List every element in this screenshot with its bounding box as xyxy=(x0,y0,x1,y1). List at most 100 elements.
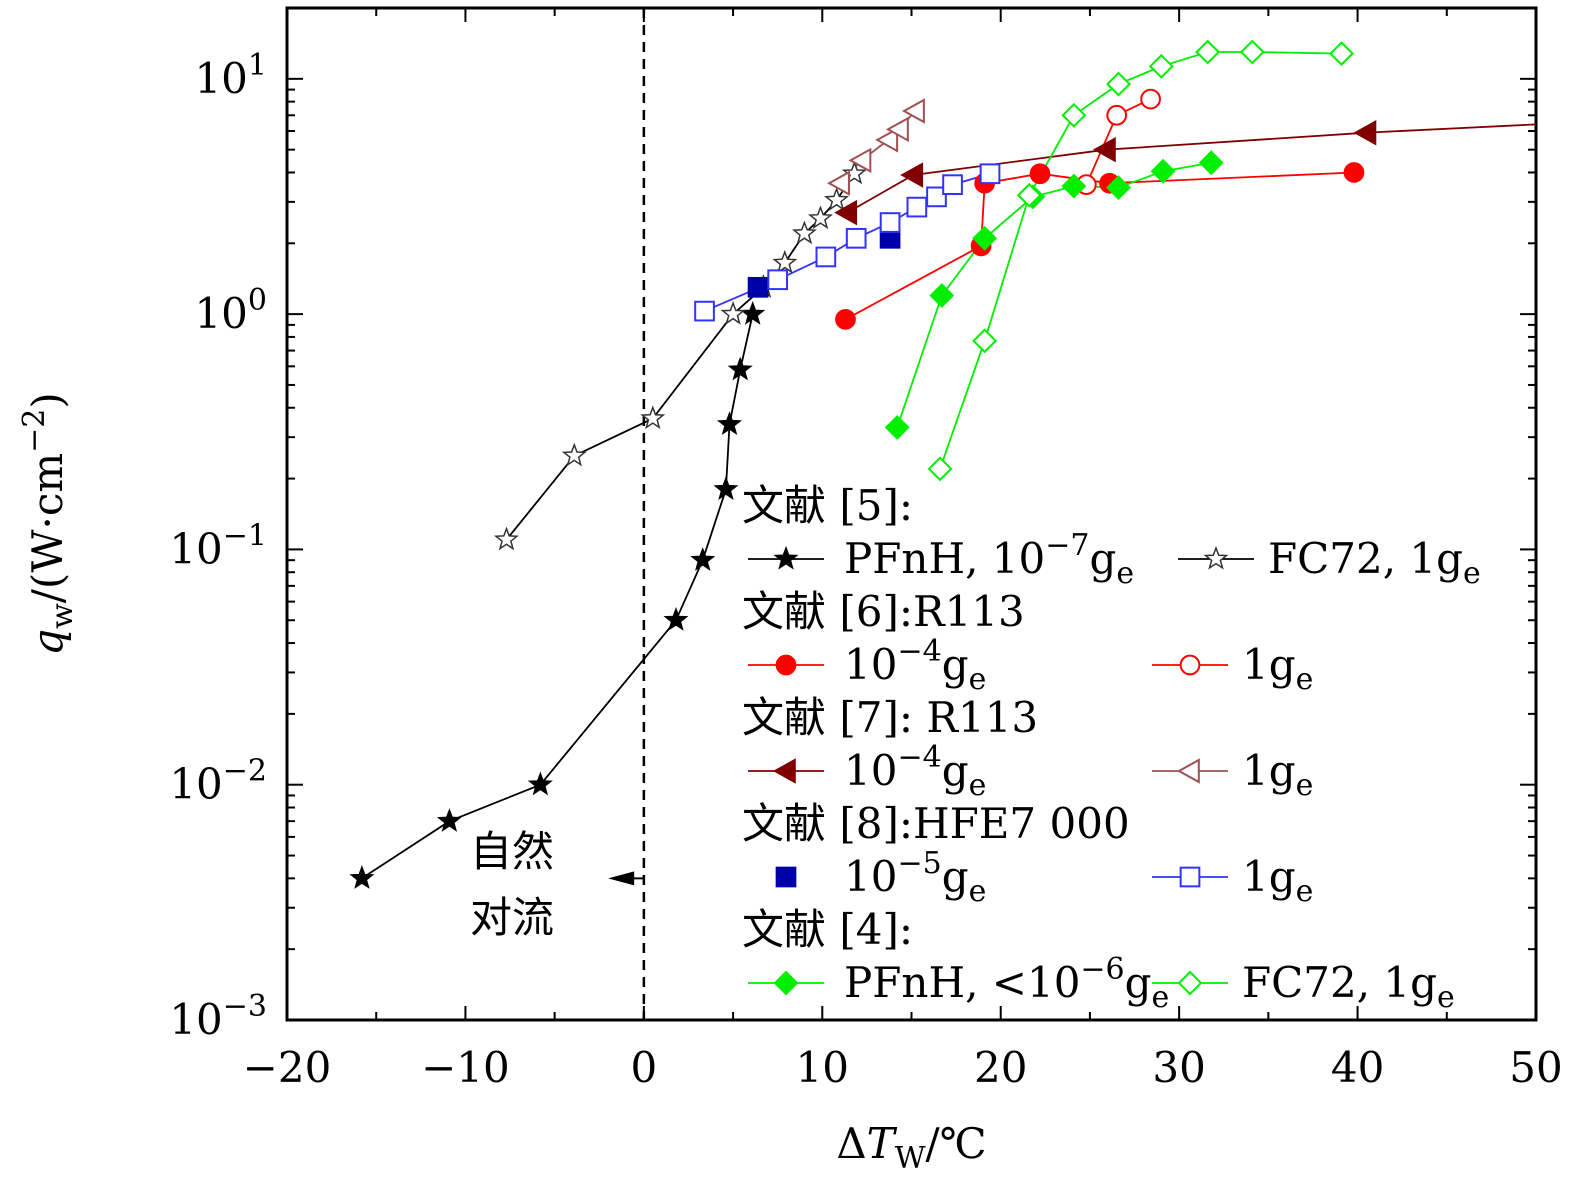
data-point xyxy=(979,163,1001,185)
data-point xyxy=(845,227,867,249)
data-point xyxy=(747,276,769,298)
legend-label: 1ge xyxy=(1242,746,1313,803)
data-point xyxy=(1195,39,1221,65)
data-point xyxy=(815,246,837,268)
data-point xyxy=(824,187,850,211)
data-point xyxy=(835,309,856,330)
x-tick-label: −20 xyxy=(243,1043,332,1092)
axis-titles: ΔTW/℃ qw/(W·cm−2) xyxy=(17,392,987,1176)
annotation-line2: 对流 xyxy=(470,893,554,942)
data-point xyxy=(1061,102,1087,128)
data-point xyxy=(493,526,519,551)
annotation-arrowhead xyxy=(608,871,635,886)
natural-convection-annotation: 自然 对流 xyxy=(470,827,644,942)
data-point xyxy=(827,170,850,196)
data-point xyxy=(942,174,963,196)
series-markers xyxy=(349,39,1377,889)
data-point xyxy=(727,356,753,381)
legend-label: 10−4ge xyxy=(844,634,986,697)
data-point xyxy=(972,328,998,354)
data-point xyxy=(772,758,796,784)
x-tick-label: 0 xyxy=(630,1043,657,1092)
x-tick-label: −10 xyxy=(421,1043,510,1092)
x-tick-label: 40 xyxy=(1331,1043,1384,1092)
data-point xyxy=(775,866,797,888)
data-point xyxy=(1198,150,1224,176)
data-point xyxy=(640,405,666,430)
y-tick-label: 10−1 xyxy=(169,518,267,573)
data-point xyxy=(713,476,739,501)
data-point xyxy=(1061,173,1087,199)
data-point xyxy=(900,162,924,188)
data-point xyxy=(767,269,789,291)
x-tick-label: 50 xyxy=(1509,1043,1562,1092)
legend-header: 文献 [8]:HFE7 000 xyxy=(742,799,1130,848)
annotation-line1: 自然 xyxy=(470,827,554,876)
legend-header: 文献 [6]:R113 xyxy=(742,587,1025,636)
data-point xyxy=(1106,175,1131,200)
legend-header: 文献 [5]: xyxy=(742,481,913,530)
legend-header: 文献 [4]: xyxy=(742,905,913,954)
x-tick-label: 10 xyxy=(796,1043,849,1092)
data-point xyxy=(1343,162,1365,183)
series-line-0 xyxy=(361,313,754,880)
data-point xyxy=(663,607,689,631)
data-point xyxy=(772,249,798,274)
data-point xyxy=(929,283,955,308)
data-point xyxy=(720,300,746,325)
data-point xyxy=(1016,182,1042,208)
data-point xyxy=(791,220,817,245)
data-point xyxy=(884,414,910,440)
data-point xyxy=(716,411,743,436)
data-point xyxy=(1150,158,1176,184)
data-point xyxy=(1148,53,1174,79)
legend-label: PFnH, 10−7ge xyxy=(844,528,1134,591)
x-axis-title: ΔTW/℃ xyxy=(836,1119,986,1176)
data-point xyxy=(1140,88,1161,110)
data-point xyxy=(690,547,716,571)
legend-label: 10−5ge xyxy=(844,846,986,909)
data-point xyxy=(527,771,553,796)
legend-label: 1ge xyxy=(1242,640,1313,697)
data-point xyxy=(1203,545,1229,570)
y-tick-label: 10−3 xyxy=(169,989,267,1044)
legend-header: 文献 [7]: R113 xyxy=(742,693,1038,742)
data-point xyxy=(561,442,587,467)
data-point xyxy=(1176,758,1200,784)
data-point xyxy=(902,98,925,124)
y-tick-label: 100 xyxy=(194,283,267,338)
data-point xyxy=(807,205,834,230)
data-point xyxy=(1092,136,1116,163)
data-point xyxy=(1353,120,1377,146)
data-point xyxy=(1179,866,1201,888)
data-point xyxy=(740,300,766,325)
data-point xyxy=(885,116,909,143)
data-point xyxy=(349,865,375,889)
data-point xyxy=(1106,71,1131,97)
legend-label: FC72, 1ge xyxy=(1268,534,1481,591)
legend-label: 1ge xyxy=(1242,852,1313,909)
y-axis-title: qw/(W·cm−2) xyxy=(17,392,80,656)
legend-label: 10−4ge xyxy=(844,740,986,803)
series-line-9 xyxy=(939,51,1342,470)
data-point xyxy=(972,225,998,251)
data-point xyxy=(1179,654,1201,676)
data-point xyxy=(1106,104,1128,126)
data-point xyxy=(773,545,799,570)
plot-area: −20 −10 0 10 20 30 40 50 10−3 10−2 10−1 100 101 xyxy=(169,6,1563,1092)
data-point xyxy=(775,654,797,676)
data-point xyxy=(841,160,867,185)
x-tick-label: 20 xyxy=(974,1043,1027,1092)
series-line-2 xyxy=(845,171,1355,321)
legend-label: PFnH, <10−6ge xyxy=(844,952,1169,1015)
data-point xyxy=(926,186,947,208)
data-point xyxy=(1029,163,1051,185)
data-point xyxy=(694,300,715,322)
data-point xyxy=(879,212,901,233)
data-point xyxy=(1329,41,1354,67)
y-tick-label: 10−2 xyxy=(169,754,267,809)
data-point xyxy=(927,456,953,482)
data-point xyxy=(834,199,858,226)
